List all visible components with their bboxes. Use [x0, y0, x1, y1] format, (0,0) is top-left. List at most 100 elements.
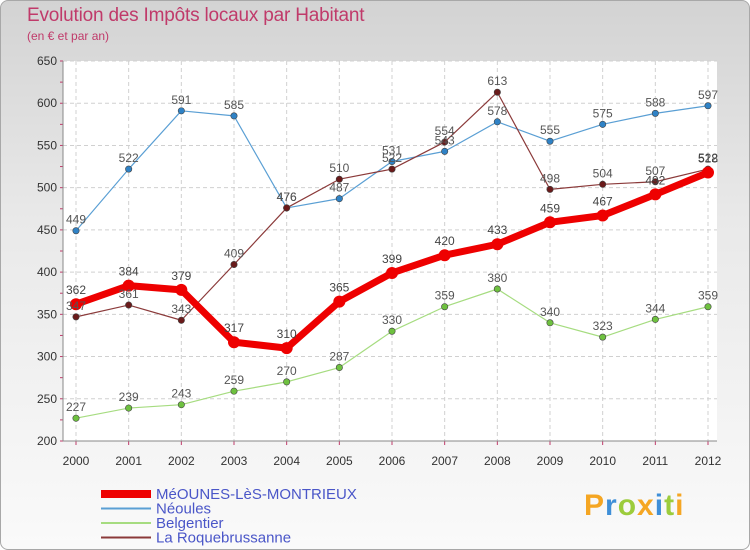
data-label: 361 [119, 287, 139, 301]
data-label: 543 [435, 133, 455, 147]
data-point [122, 279, 135, 292]
y-tick-label: 250 [37, 392, 57, 406]
data-point [72, 227, 80, 235]
data-point [230, 261, 238, 269]
data-label: 459 [540, 201, 560, 215]
proxiti-logo: Proxiti [584, 489, 684, 523]
data-point [177, 107, 185, 115]
data-point [125, 404, 133, 412]
data-label: 476 [277, 190, 297, 204]
data-point [175, 283, 188, 296]
chart-subtitle: (en € et par an) [27, 29, 110, 43]
y-tick-label: 500 [37, 181, 57, 195]
legend-label: Néoules [156, 501, 211, 518]
data-point [177, 401, 185, 409]
data-label: 498 [540, 171, 560, 185]
data-point [388, 165, 396, 173]
data-label: 384 [119, 265, 139, 279]
data-label: 575 [593, 106, 613, 120]
series-layer [70, 88, 714, 422]
data-point [596, 209, 609, 222]
data-labels: 449 522 591 585 476 487 531 543 578 555 575 588 597 2… [66, 74, 718, 414]
y-tick-label: 400 [37, 265, 57, 279]
data-label: 585 [224, 98, 244, 112]
data-label: 531 [382, 143, 402, 157]
data-label: 467 [593, 195, 613, 209]
y-tick-label: 350 [37, 307, 57, 321]
logo-letter: P [584, 489, 606, 522]
x-tick-label: 2001 [115, 454, 142, 468]
data-label: 578 [487, 104, 507, 118]
data-point [280, 342, 293, 355]
data-point [546, 185, 554, 193]
data-point [72, 313, 80, 321]
x-tick-label: 2000 [63, 454, 90, 468]
data-point [388, 327, 396, 335]
plot-area [63, 61, 717, 441]
grid-lines [63, 60, 717, 442]
y-tick-label: 600 [37, 96, 57, 110]
data-point [651, 178, 659, 186]
data-label: 259 [224, 373, 244, 387]
data-label: 227 [66, 400, 86, 414]
data-point [230, 387, 238, 395]
legend-label: La Roquebrussanne [156, 530, 291, 547]
data-point [493, 118, 501, 126]
data-point [388, 157, 396, 165]
data-label: 449 [66, 213, 86, 227]
data-label: 433 [487, 223, 507, 237]
data-label: 597 [698, 88, 718, 102]
x-tick-label: 2007 [431, 454, 458, 468]
data-point [228, 336, 240, 349]
x-tick-label: 2008 [484, 454, 511, 468]
x-tick-label: 2006 [379, 454, 406, 468]
data-point [649, 188, 662, 201]
data-point [599, 333, 607, 341]
data-point [333, 295, 346, 308]
x-tick-label: 2005 [326, 454, 353, 468]
x-tick-label: 2003 [221, 454, 248, 468]
x-tick-label: 2004 [273, 454, 300, 468]
data-label: 399 [382, 252, 402, 266]
data-label: 343 [171, 302, 191, 316]
data-label: 243 [171, 387, 191, 401]
x-tick-label: 2011 [642, 454, 668, 468]
data-label: 554 [435, 124, 455, 138]
data-label: 518 [698, 151, 718, 165]
data-point [544, 216, 556, 229]
data-point [230, 112, 238, 120]
data-point [546, 137, 554, 145]
data-label: 317 [224, 321, 244, 335]
data-label: 359 [435, 289, 455, 303]
data-label: 591 [171, 93, 191, 107]
data-label: 476 [277, 190, 297, 204]
data-label: 522 [698, 151, 718, 165]
data-label: 588 [645, 95, 665, 109]
data-label: 510 [329, 161, 349, 175]
data-label: 522 [382, 151, 402, 165]
x-tick-label: 2012 [695, 454, 722, 468]
data-point [441, 303, 449, 311]
data-point [651, 315, 659, 323]
logo-letter: t [664, 489, 676, 522]
data-label: 555 [540, 123, 560, 137]
data-point [493, 285, 501, 293]
data-point [651, 109, 659, 117]
data-label: 362 [66, 283, 86, 297]
data-label: 323 [593, 319, 613, 333]
data-point [283, 378, 291, 386]
axes: 200 250 300 350 400 450 500 550 600 650 2000 2001 20… [37, 54, 722, 468]
y-tick-label: 450 [37, 223, 57, 237]
data-label: 504 [593, 166, 613, 180]
data-point [70, 298, 82, 311]
legend-label: Belgentier [156, 515, 224, 532]
logo-letter: o [617, 489, 638, 522]
data-label: 409 [224, 247, 244, 261]
data-point [386, 266, 398, 279]
data-label: 379 [171, 269, 191, 283]
data-point [493, 88, 501, 96]
data-point [441, 147, 449, 155]
legend: MéOUNES-LèS-MONTRIEUXNéoulesBelgentierLa… [101, 486, 357, 547]
y-tick-label: 650 [37, 54, 57, 68]
